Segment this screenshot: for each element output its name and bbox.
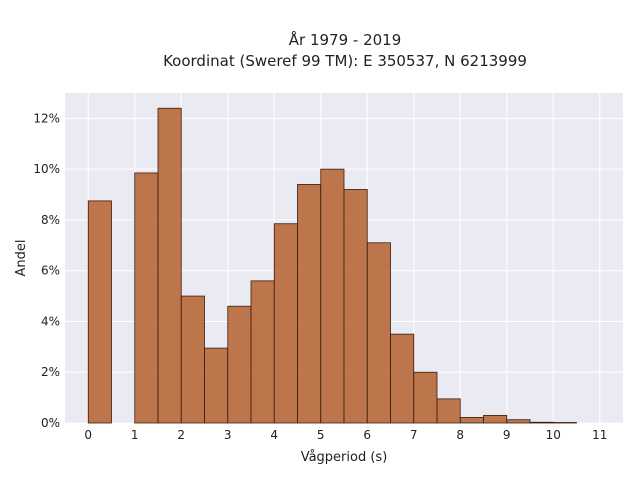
histogram-bar: [250, 280, 275, 424]
histogram-bar: [157, 107, 182, 424]
x-tick-label: 5: [317, 428, 325, 442]
y-axis-label: Andel: [14, 240, 29, 277]
histogram-bar: [436, 398, 461, 424]
histogram-bar: [297, 183, 322, 424]
y-tick-label: 12%: [33, 111, 60, 125]
histogram-bar: [459, 417, 484, 424]
x-tick-label: 10: [546, 428, 561, 442]
y-tick-label: 6%: [41, 264, 60, 278]
y-tick-label: 10%: [33, 162, 60, 176]
histogram-bar: [413, 371, 438, 424]
x-tick-label: 8: [456, 428, 464, 442]
x-tick-label: 3: [224, 428, 232, 442]
histogram-bar: [87, 200, 112, 424]
x-tick-label: 0: [84, 428, 92, 442]
x-axis-label: Vågperiod (s): [301, 450, 388, 465]
bars: [87, 107, 577, 424]
histogram-bar: [320, 168, 345, 424]
histogram-bar: [390, 333, 415, 424]
x-tick-label: 9: [503, 428, 511, 442]
x-tick-label: 7: [410, 428, 418, 442]
histogram-bar: [529, 421, 554, 424]
y-tick-label: 0%: [41, 416, 60, 430]
histogram-bar: [366, 242, 391, 424]
chart-subtitle: Koordinat (Sweref 99 TM): E 350537, N 62…: [163, 52, 527, 70]
histogram-bar: [506, 419, 531, 424]
x-tick-label: 2: [177, 428, 185, 442]
x-tick-label: 6: [363, 428, 371, 442]
histogram-bar: [273, 223, 298, 424]
chart-title: År 1979 - 2019: [289, 30, 402, 49]
histogram-bar: [180, 295, 205, 424]
y-axis: 0% 2% 4% 6% 8% 10% 12%: [33, 111, 60, 430]
y-tick-label: 4%: [41, 314, 60, 328]
x-tick-label: 11: [592, 428, 607, 442]
x-tick-label: 4: [270, 428, 278, 442]
x-tick-label: 1: [131, 428, 139, 442]
y-tick-label: 2%: [41, 365, 60, 379]
histogram-bar: [204, 347, 229, 424]
histogram-bar: [134, 172, 159, 424]
histogram-bar: [483, 414, 508, 424]
histogram-bar: [343, 189, 368, 424]
y-tick-label: 8%: [41, 213, 60, 227]
x-axis: 0 1 2 3 4 5 6 7 8 9 10 11: [84, 428, 607, 442]
histogram-bar: [552, 422, 577, 424]
histogram-bar: [227, 305, 252, 424]
